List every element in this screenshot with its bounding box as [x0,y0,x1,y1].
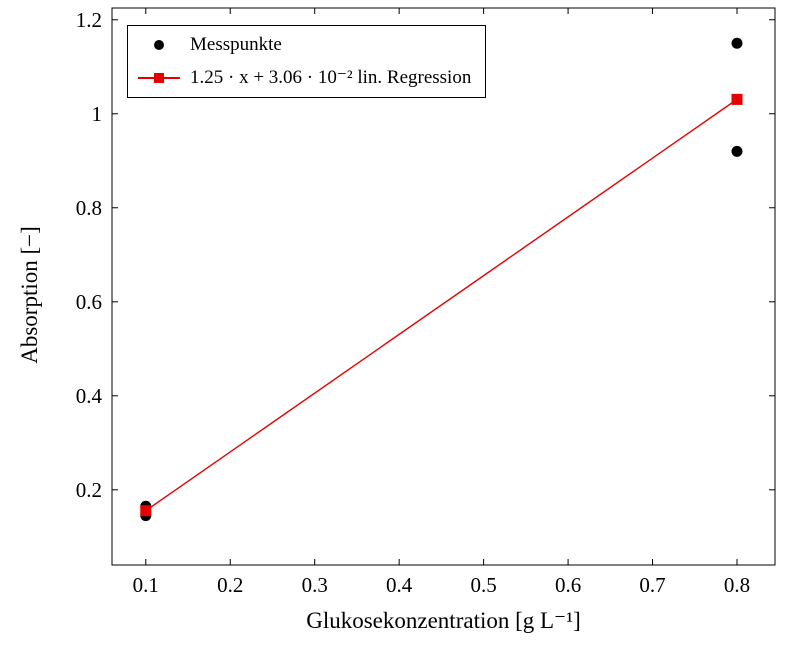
legend-item-regression: 1.25 · x + 3.06 · 10⁻² lin. Regression [136,66,471,89]
y-tick-label: 0.4 [76,384,103,408]
x-tick-label: 0.5 [470,573,496,597]
plot-border [111,7,776,566]
legend-item-messpunkte: Messpunkte [136,34,471,56]
regression-line [145,98,738,512]
legend: Messpunkte 1.25 · x + 3.06 · 10⁻² lin. R… [127,25,487,98]
y-tick-label: 1 [92,102,103,126]
data-point-square [140,505,152,517]
x-axis-label: Glukosekonzentration [g L⁻¹] [306,608,581,633]
x-tick-label: 0.1 [133,573,159,597]
data-point-circle [731,37,743,49]
x-tick-label: 0.8 [724,573,750,597]
y-axis-label: Absorption [−] [17,226,42,364]
x-tick-label: 0.7 [639,573,665,597]
black-dot-icon [154,40,164,50]
scatter-point-marker-icon [136,38,182,52]
x-tick-label: 0.4 [386,573,413,597]
y-tick-label: 0.6 [76,290,102,314]
y-tick-label: 0.8 [76,196,102,220]
x-tick-label: 0.6 [555,573,581,597]
data-point-square [731,93,743,105]
red-square-icon [154,72,164,83]
line-square-marker-icon [136,71,182,85]
legend-label-messpunkte: Messpunkte [190,34,282,55]
data-point-circle [731,145,743,157]
x-tick-label: 0.2 [217,573,243,597]
y-tick-label: 0.2 [76,478,102,502]
legend-label-regression: 1.25 · x + 3.06 · 10⁻² lin. Regression [190,67,472,88]
x-tick-label: 0.3 [302,573,328,597]
y-tick-label: 1.2 [76,8,102,32]
